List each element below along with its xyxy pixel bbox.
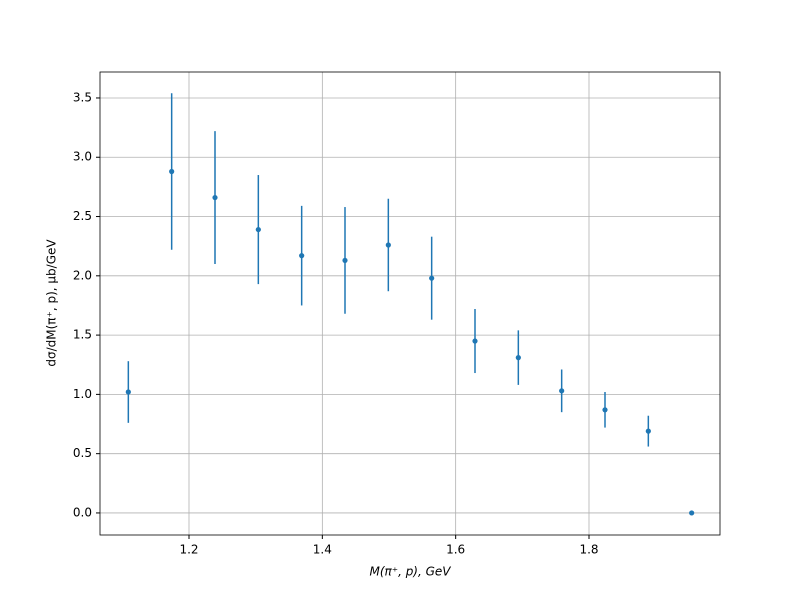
data-point xyxy=(169,168,175,175)
data-point xyxy=(212,194,218,201)
data-point xyxy=(559,388,565,394)
y-tick-label: 2.5 xyxy=(73,209,92,223)
x-tick-label: 1.6 xyxy=(446,543,465,557)
y-tick-label: 0.0 xyxy=(73,505,92,519)
plot-frame xyxy=(99,71,721,536)
data-point xyxy=(602,407,608,413)
data-point xyxy=(125,389,131,395)
data-point xyxy=(645,428,651,434)
data-point xyxy=(385,242,391,248)
data-point xyxy=(515,355,521,361)
x-tick-label: 1.2 xyxy=(179,543,198,557)
y-tick-label: 1.5 xyxy=(73,328,92,342)
data-point xyxy=(429,275,435,281)
x-tick-label: 1.4 xyxy=(313,543,332,557)
data-point xyxy=(342,257,348,264)
data-point xyxy=(472,338,478,344)
y-tick-label: 3.0 xyxy=(73,150,92,164)
y-tick-label: 3.5 xyxy=(73,90,92,104)
y-tick-label: 2.0 xyxy=(73,268,92,282)
data-point xyxy=(689,510,695,516)
y-tick-label: 1.0 xyxy=(73,387,92,401)
y-axis-label: dσ/dM(π⁺, p), μb/GeV xyxy=(45,239,59,367)
x-axis-label: M(π⁺, p), GeV xyxy=(369,565,451,579)
data-point xyxy=(299,253,305,259)
data-point xyxy=(255,226,261,233)
x-tick-label: 1.8 xyxy=(579,543,598,557)
y-tick-label: 0.5 xyxy=(73,446,92,460)
